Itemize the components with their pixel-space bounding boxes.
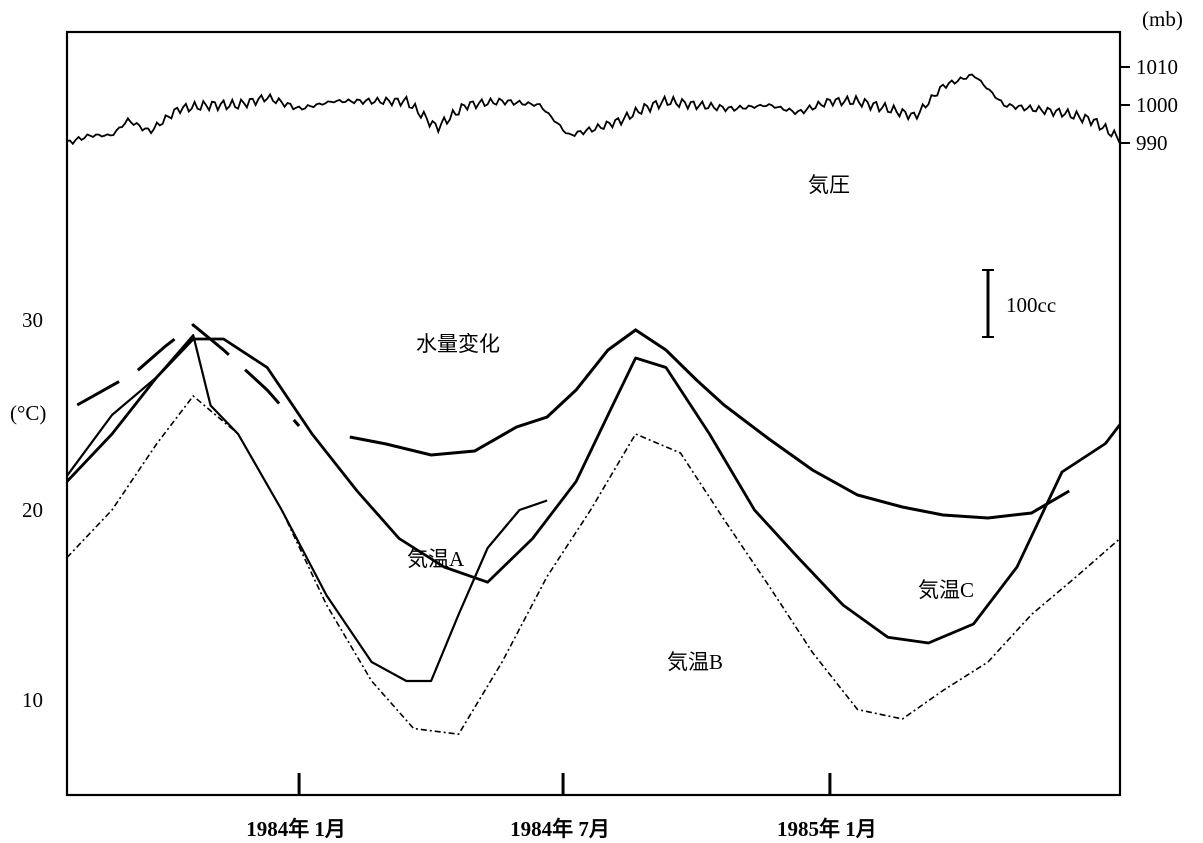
left-tick-label-1: 20 [22,498,43,522]
annotation-pressure: 気圧 [808,173,850,197]
left-tick-label-0: 30 [22,308,43,332]
annotation-water-change: 水量変化 [416,332,500,356]
x-tick-label-0: 1984年 1月 [246,817,346,841]
series-line-temp-b [66,395,1121,735]
annotation-temp-b: 気温B [667,650,723,674]
series-line-water-change [349,328,1070,520]
right-tick-label-1: 1000 [1136,93,1178,117]
series-layer [65,73,1122,735]
scale-bar-label: 100cc [1006,293,1056,317]
left-axis: 30 20 10 [22,308,43,712]
x-tick-label-2: 1985年 1月 [777,817,877,841]
right-tick-label-0: 1010 [1136,55,1178,79]
annotation-temp-c: 気温C [918,578,974,602]
right-tick-label-2: 990 [1136,131,1168,155]
left-axis-unit-label: (°C) [10,401,46,425]
right-axis: 1010 1000 990 [1120,55,1178,155]
scale-bar: 100cc [982,269,1056,338]
x-axis: 1984年 1月 1984年 7月 1985年 1月 [246,773,877,841]
series-line-water-change-early [76,323,301,427]
series-line-temp-c [66,334,548,683]
right-axis-unit-label: (mb) [1142,7,1183,31]
series-line-pressure [66,73,1121,146]
x-tick-label-1: 1984年 7月 [510,817,610,841]
plot-frame [65,30,1122,797]
left-tick-label-2: 10 [22,688,43,712]
series-line-temp-a [65,337,1122,645]
annotation-temp-a: 気温A [407,547,465,571]
